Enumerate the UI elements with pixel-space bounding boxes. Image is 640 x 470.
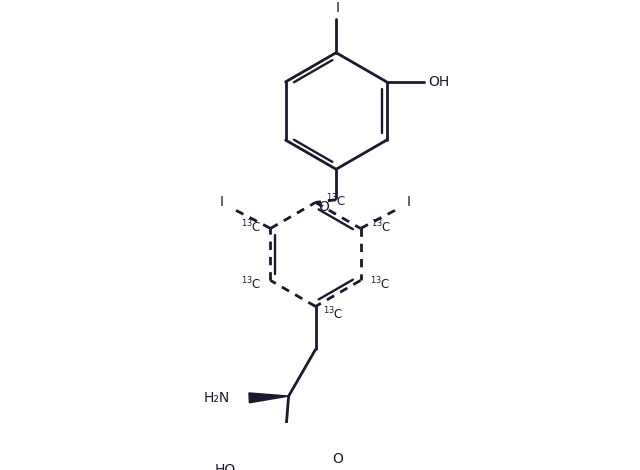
Text: $^{13}$C: $^{13}$C bbox=[241, 276, 262, 292]
Text: $^{13}$C: $^{13}$C bbox=[241, 219, 262, 235]
Polygon shape bbox=[249, 393, 289, 403]
Text: O: O bbox=[318, 200, 329, 214]
Text: I: I bbox=[336, 1, 340, 15]
Text: O: O bbox=[333, 452, 344, 466]
Text: HO: HO bbox=[214, 462, 236, 470]
Text: I: I bbox=[407, 195, 411, 209]
Text: $^{13}$C: $^{13}$C bbox=[369, 276, 390, 292]
Text: $^{13}$C: $^{13}$C bbox=[326, 192, 347, 209]
Text: I: I bbox=[220, 195, 224, 209]
Text: OH: OH bbox=[428, 75, 449, 89]
Text: $^{13}$C: $^{13}$C bbox=[323, 306, 343, 322]
Text: $^{13}$C: $^{13}$C bbox=[371, 219, 392, 235]
Text: H₂N: H₂N bbox=[204, 391, 230, 405]
